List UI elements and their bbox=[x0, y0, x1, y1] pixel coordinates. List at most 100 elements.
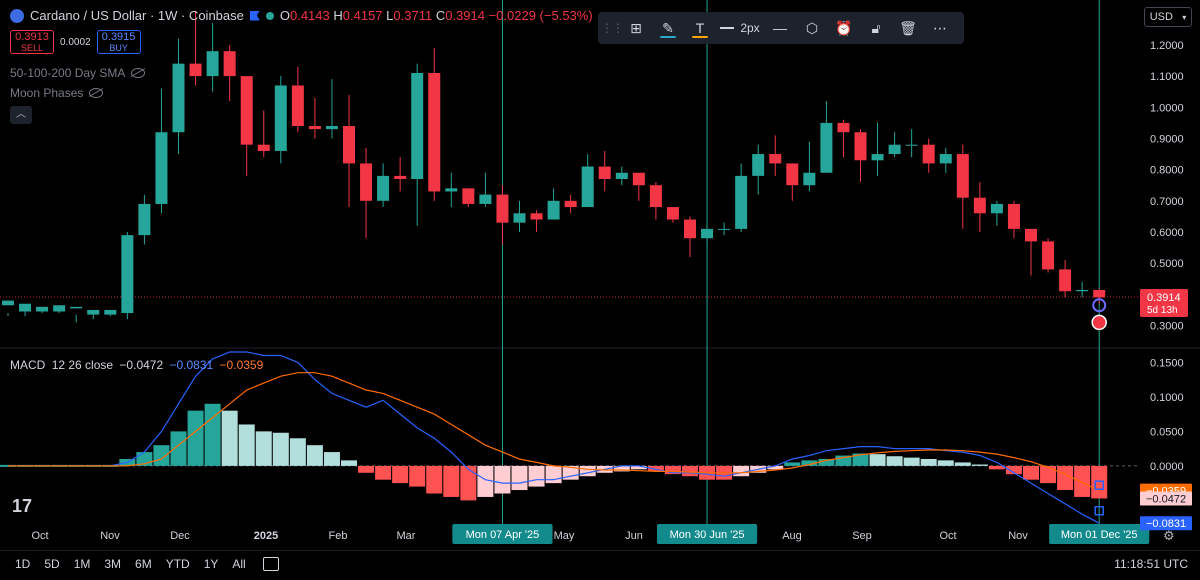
drag-handle-icon[interactable]: ⋮⋮ bbox=[601, 21, 624, 35]
macd-hist-bar bbox=[443, 465, 460, 497]
macd-hist-bar bbox=[835, 455, 852, 466]
macd-hist-bar bbox=[153, 445, 170, 466]
candle bbox=[2, 300, 14, 306]
trade-buttons: 0.3913 SELL 0.0002 0.3915 BUY bbox=[10, 30, 141, 54]
candle bbox=[718, 228, 731, 230]
macd-hist-bar bbox=[289, 438, 306, 466]
bottom-toolbar: 1D 5D 1M 3M 6M YTD 1Y All 11:18:51 UTC bbox=[0, 548, 1200, 580]
trash-icon[interactable]: 🗑︎ bbox=[899, 19, 917, 36]
macd-value-tag bbox=[1140, 516, 1192, 531]
templates-icon[interactable]: ⊞ bbox=[630, 19, 642, 36]
symbol-title[interactable]: Cardano / US Dollar · 1W · Coinbase bbox=[30, 8, 244, 23]
macd-marker-icon bbox=[1094, 505, 1104, 516]
eye-hidden-icon[interactable] bbox=[131, 68, 146, 78]
macd-hist-bar bbox=[767, 465, 784, 470]
chevron-up-icon[interactable]: ︿ bbox=[10, 106, 32, 124]
candle bbox=[632, 172, 645, 186]
highlight-date-label: Mon 30 Jun '25 bbox=[670, 529, 745, 541]
macd-line bbox=[8, 351, 1100, 524]
timeframe-6m[interactable]: 6M bbox=[135, 557, 152, 571]
candle bbox=[598, 166, 611, 179]
last-price-label: 0.3914 bbox=[1147, 292, 1181, 304]
timeframe-1y[interactable]: 1Y bbox=[203, 557, 219, 571]
candle bbox=[257, 144, 270, 151]
x-axis-label: Feb bbox=[329, 530, 348, 542]
timeframe-all[interactable]: All bbox=[232, 557, 246, 571]
macd-name[interactable]: MACD bbox=[10, 358, 46, 372]
candle bbox=[922, 144, 935, 164]
candle bbox=[820, 122, 833, 173]
candle bbox=[973, 197, 986, 214]
line-width-button[interactable]: 2px bbox=[716, 14, 764, 42]
macd-hist-bar bbox=[187, 410, 204, 466]
timeframe-1m[interactable]: 1M bbox=[73, 557, 91, 571]
macd-hist-bar bbox=[255, 431, 272, 466]
candle bbox=[394, 175, 407, 179]
macd-hist-bar bbox=[272, 432, 289, 466]
clock[interactable]: 11:18:51 UTC bbox=[1114, 557, 1188, 571]
line-style-icon[interactable]: — bbox=[773, 20, 787, 36]
macd-hist-bar bbox=[562, 465, 579, 480]
timeframe-3m[interactable]: 3M bbox=[104, 557, 122, 571]
price-tick-label: 1.2000 bbox=[1150, 40, 1184, 52]
macd-hist-bar bbox=[238, 424, 255, 466]
macd-hist-bar bbox=[682, 465, 698, 477]
pencil-icon[interactable]: ✎ bbox=[652, 14, 684, 42]
candle bbox=[445, 188, 458, 192]
candle bbox=[513, 213, 526, 223]
macd-hist-bar bbox=[903, 457, 920, 466]
macd-line-value: −0.0831 bbox=[169, 358, 214, 372]
macd-hist-bar bbox=[801, 460, 818, 466]
candle bbox=[479, 194, 492, 204]
calendar-icon[interactable] bbox=[262, 557, 279, 571]
sell-button[interactable]: 0.3913 SELL bbox=[10, 30, 54, 54]
spread-value: 0.0002 bbox=[60, 36, 91, 48]
macd-hist-bar bbox=[613, 465, 630, 472]
timeframe-1d[interactable]: 1D bbox=[15, 557, 31, 571]
x-axis-label: Aug bbox=[782, 530, 802, 542]
candle bbox=[274, 85, 287, 151]
drawing-toolbar: ⋮⋮ ⊞ ✎ T 2px — ⬡ ⏰ 🔓︎ 🗑︎ ⋯ bbox=[598, 12, 964, 44]
macd-hist-bar bbox=[1023, 465, 1039, 480]
candle bbox=[581, 166, 594, 208]
macd-hist-bar bbox=[1057, 465, 1074, 491]
macd-hist-bar bbox=[170, 431, 187, 466]
timeframe-ytd[interactable]: YTD bbox=[165, 557, 190, 571]
macd-hist-bar bbox=[1005, 465, 1022, 475]
candle bbox=[223, 51, 236, 77]
macd-marker-icon bbox=[1094, 480, 1104, 490]
macd-hist-bar bbox=[545, 465, 562, 484]
currency-select[interactable]: USD ▾ bbox=[1144, 7, 1192, 27]
indicator-sma[interactable]: 50-100-200 Day SMA bbox=[10, 66, 146, 80]
text-icon[interactable]: T bbox=[684, 14, 716, 42]
low-value: 0.3711 bbox=[393, 8, 433, 23]
text-color-swatch bbox=[692, 36, 708, 38]
candle bbox=[547, 200, 560, 220]
macd-hist-bar bbox=[937, 460, 954, 466]
macd-signal-value: −0.0359 bbox=[219, 358, 264, 372]
macd-value-label: −0.0472 bbox=[1146, 493, 1186, 505]
macd-hist-bar bbox=[818, 458, 835, 466]
buy-button[interactable]: 0.3915 BUY bbox=[96, 30, 141, 54]
close-value: 0.3914 bbox=[445, 8, 485, 23]
candle bbox=[786, 163, 799, 186]
candle bbox=[240, 76, 253, 145]
macd-hist-value: −0.0472 bbox=[119, 358, 164, 372]
timeframe-5d[interactable]: 5D bbox=[44, 557, 60, 571]
eye-hidden-icon[interactable] bbox=[89, 88, 104, 98]
candle bbox=[377, 175, 390, 201]
line-color-swatch bbox=[660, 36, 676, 38]
candle bbox=[803, 172, 816, 186]
alert-icon[interactable]: ⏰ bbox=[835, 19, 853, 36]
candle bbox=[701, 228, 714, 239]
candle bbox=[87, 309, 100, 315]
lock-icon[interactable]: 🔓︎ bbox=[871, 19, 881, 36]
macd-hist-bar bbox=[988, 465, 1005, 470]
candle bbox=[752, 154, 765, 176]
flag-icon[interactable] bbox=[249, 10, 260, 21]
settings-icon[interactable]: ⬡ bbox=[805, 19, 819, 36]
candle bbox=[530, 213, 543, 220]
indicator-moon-phases[interactable]: Moon Phases bbox=[10, 86, 104, 100]
more-icon[interactable]: ⋯ bbox=[933, 19, 947, 36]
